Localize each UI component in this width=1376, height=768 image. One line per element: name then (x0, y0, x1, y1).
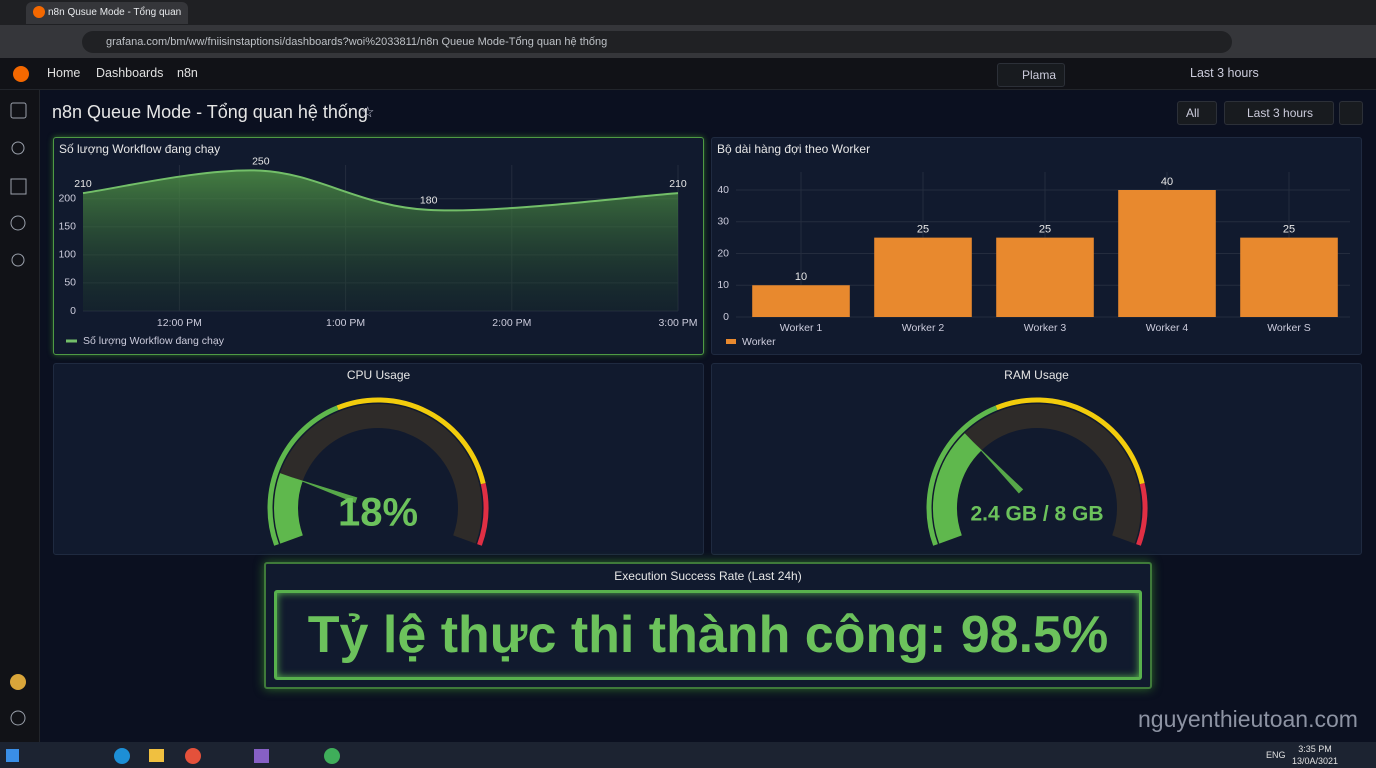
bar (752, 285, 850, 317)
x-tick-label: Worker 2 (902, 322, 945, 334)
panel (711, 363, 1362, 555)
taskbar-app[interactable] (185, 748, 201, 764)
gauge-value: 2.4 GB / 8 GB (970, 503, 1103, 526)
sidebar-icon[interactable] (11, 253, 25, 267)
data-label: 250 (252, 155, 270, 167)
taskbar-app[interactable] (324, 748, 340, 764)
y-tick-label: 0 (70, 305, 76, 317)
clock-date: 13/0A/3021 (1291, 756, 1339, 766)
variable-select[interactable]: All (1177, 101, 1217, 125)
threshold-band (1136, 483, 1148, 546)
address-bar[interactable]: grafana.com/bm/ww/fniisinstaptionsi/dash… (82, 31, 1232, 53)
language: ENG (1266, 750, 1286, 760)
start-button[interactable] (6, 749, 19, 762)
threshold-band (995, 397, 1145, 485)
y-tick-label: 100 (58, 249, 76, 261)
x-tick-label: Worker 1 (780, 322, 823, 334)
gauge-fill (933, 433, 982, 544)
grafana-logo[interactable] (13, 66, 29, 82)
taskbar (0, 742, 1376, 768)
threshold-band (267, 405, 339, 546)
tab-icon (33, 6, 45, 18)
taskbar-app[interactable] (114, 748, 130, 764)
panel-title: Số lượng Workflow đang chạy (59, 142, 221, 156)
data-label: 10 (795, 271, 807, 283)
x-tick-label: Worker S (1267, 322, 1311, 334)
sidebar-icon[interactable] (10, 215, 26, 231)
stat-value: Tỷ lệ thực thi thành công: 98.5% (274, 590, 1142, 680)
bar (1118, 190, 1216, 317)
x-tick-label: 12:00 PM (157, 317, 202, 329)
sidebar-icon[interactable] (10, 178, 27, 195)
panel-title: Execution Success Rate (Last 24h) (614, 569, 802, 583)
tab-bar (0, 0, 1376, 25)
plugin-button[interactable]: Plama (997, 63, 1066, 87)
y-tick-label: 50 (64, 277, 76, 289)
x-tick-label: 3:00 PM (658, 317, 697, 329)
legend-label: Worker (742, 336, 776, 348)
gauge-fill (274, 473, 303, 544)
y-tick-label: 200 (58, 192, 76, 204)
taskbar-app[interactable] (149, 749, 164, 762)
star-icon[interactable]: ☆ (361, 104, 374, 121)
sidebar-icon[interactable] (10, 102, 27, 119)
time-picker[interactable]: Last 3 hours (1190, 66, 1259, 80)
x-tick-label: Worker 4 (1146, 322, 1189, 334)
gauge-value: 18% (338, 491, 418, 535)
y-tick-label: 40 (717, 184, 729, 196)
threshold-band (926, 405, 998, 546)
grafana-nav (0, 58, 1376, 90)
stat-panel: Execution Success Rate (Last 24h) Tỷ lệ … (264, 562, 1152, 689)
avatar[interactable] (10, 674, 26, 690)
area (83, 170, 678, 311)
threshold-band (477, 483, 489, 546)
legend-swatch (726, 339, 736, 344)
breadcrumb[interactable]: n8n (177, 66, 198, 80)
panel (53, 363, 704, 555)
gauge-needle (291, 477, 358, 504)
y-tick-label: 0 (723, 311, 729, 323)
x-tick-label: 2:00 PM (492, 317, 531, 329)
legend-label: Số lượng Workflow đang chạy (83, 335, 225, 347)
browser-tab[interactable]: n8n Qusue Mode - Tổng quan (26, 2, 188, 24)
breadcrumb[interactable]: Dashboards (96, 66, 164, 80)
panel-title: RAM Usage (1004, 368, 1069, 382)
sidebar (0, 90, 40, 742)
y-tick-label: 150 (58, 221, 76, 233)
x-tick-label: Worker 3 (1024, 322, 1067, 334)
help-icon[interactable] (10, 710, 26, 726)
sidebar-icon[interactable] (11, 141, 25, 155)
y-tick-label: 20 (717, 247, 729, 259)
panel-title: CPU Usage (346, 368, 411, 382)
data-label: 210 (74, 178, 92, 190)
gauge-needle (973, 441, 1024, 494)
bar (1240, 237, 1338, 317)
line (82, 169, 679, 212)
data-label: 25 (1283, 224, 1295, 236)
breadcrumb[interactable]: Home (47, 66, 81, 80)
bar (874, 237, 972, 317)
data-label: 25 (917, 224, 929, 236)
data-label: 210 (669, 178, 687, 190)
data-label: 40 (1161, 176, 1173, 188)
time-picker[interactable]: Last 3 hours (1224, 101, 1334, 125)
dashboard-title: n8n Queue Mode - Tổng quan hệ thống (52, 102, 368, 122)
x-tick-label: 1:00 PM (326, 317, 365, 329)
settings-button[interactable] (1339, 101, 1363, 125)
clock-time: 3:35 PM (1298, 744, 1332, 754)
threshold-band (336, 397, 486, 485)
data-label: 180 (420, 195, 438, 207)
bar (996, 237, 1094, 317)
data-label: 25 (1039, 224, 1051, 236)
taskbar-app[interactable] (254, 749, 269, 763)
panel-title: Bộ dài hàng đợi theo Worker (717, 142, 871, 156)
y-tick-label: 30 (717, 216, 729, 228)
y-tick-label: 10 (717, 279, 729, 291)
watermark: nguyenthieutoan.com (1138, 706, 1358, 732)
